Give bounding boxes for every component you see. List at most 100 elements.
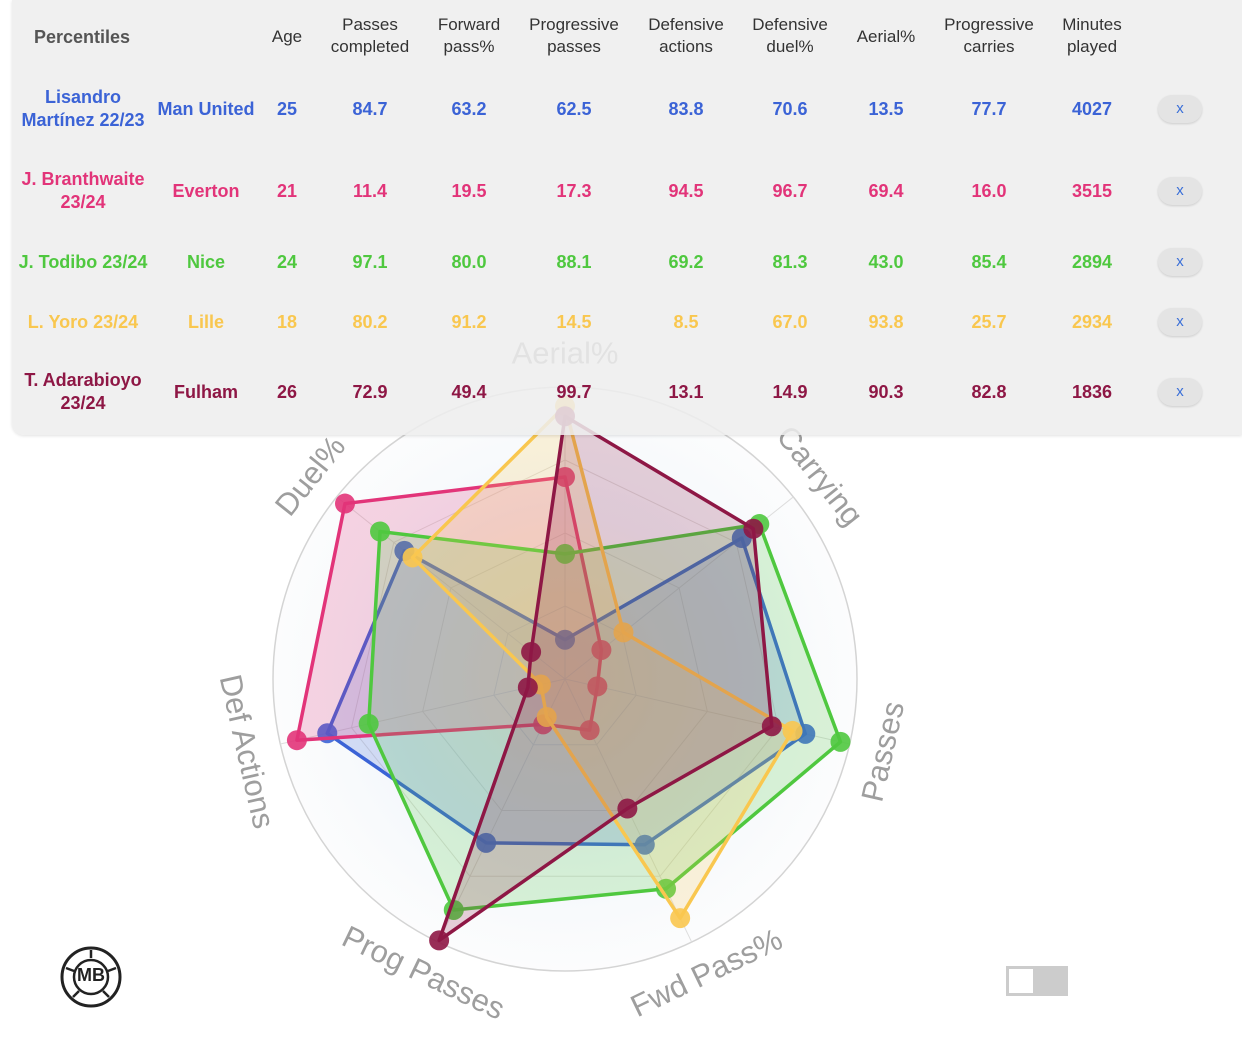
stat-value: 2894 <box>1071 251 1113 272</box>
remove-player-button[interactable]: x <box>1158 378 1202 406</box>
stat-value: 70.6 <box>772 98 808 119</box>
radar-data-point[interactable] <box>370 521 391 542</box>
column-header: Passes completed <box>330 15 410 56</box>
stat-value: 96.7 <box>772 180 808 201</box>
radar-data-point[interactable] <box>656 878 677 899</box>
radar-data-point[interactable] <box>830 731 851 752</box>
stat-value: 88.1 <box>556 251 592 272</box>
stat-value: 69.2 <box>668 251 704 272</box>
remove-player-button[interactable]: x <box>1158 95 1202 123</box>
radar-series <box>317 528 816 855</box>
team-name: Lille <box>187 311 224 332</box>
mb-logo: MB <box>60 946 122 1008</box>
remove-player-button[interactable]: x <box>1158 308 1202 336</box>
column-header: Forward pass% <box>437 15 501 56</box>
player-name: J. Branthwaite 23/24 <box>21 169 145 212</box>
stat-value: 62.5 <box>556 98 592 119</box>
logo-text: MB <box>77 965 105 985</box>
team-name: Man United <box>157 98 255 119</box>
radar-data-point[interactable] <box>334 493 355 514</box>
stat-value: 80.2 <box>352 311 388 332</box>
stat-value: 94.5 <box>668 180 704 201</box>
radar-data-point[interactable] <box>402 547 423 568</box>
radar-data-point[interactable] <box>743 518 764 539</box>
radar-data-point[interactable] <box>521 641 542 662</box>
team-name: Everton <box>172 180 240 201</box>
stat-value: 82.8 <box>971 381 1007 402</box>
player-name: J. Todibo 23/24 <box>18 251 148 272</box>
table-title: Percentiles <box>34 27 131 47</box>
column-header: Defensive duel% <box>752 15 828 56</box>
stat-value: 72.9 <box>352 381 388 402</box>
column-header: Aerial% <box>856 27 916 46</box>
radar-axis-label: Def Actions <box>213 671 282 832</box>
stats-table: Percentiles Age Passes completed Forward p… <box>12 0 1242 435</box>
stat-value: 21 <box>276 180 298 201</box>
stat-value: 99.7 <box>556 381 592 402</box>
radar-data-point[interactable] <box>761 716 782 737</box>
radar-series-layer <box>286 396 851 951</box>
stat-value: 91.2 <box>451 311 487 332</box>
stat-value: 19.5 <box>451 180 487 201</box>
stat-value: 26 <box>276 381 298 402</box>
view-toggle[interactable] <box>1006 966 1068 996</box>
radar-grid-ring <box>350 459 780 877</box>
column-header: Minutes played <box>1062 15 1122 56</box>
stat-value: 4027 <box>1071 98 1113 119</box>
radar-data-point[interactable] <box>591 639 612 660</box>
remove-player-button[interactable]: x <box>1158 248 1202 276</box>
column-header: Age <box>271 27 303 46</box>
radar-data-point[interactable] <box>670 908 691 929</box>
radar-data-point[interactable] <box>555 543 575 564</box>
player-name: T. Adarabioyo 23/24 <box>24 370 142 413</box>
toggle-knob <box>1009 969 1033 993</box>
column-header: Defensive actions <box>648 15 724 56</box>
stat-value: 16.0 <box>971 180 1007 201</box>
stat-value: 24 <box>276 251 298 272</box>
radar-data-point[interactable] <box>517 677 538 698</box>
stat-value: 11.4 <box>352 180 388 201</box>
stat-value: 85.4 <box>971 251 1007 272</box>
radar-axis-label: Passes <box>854 698 911 805</box>
stat-value: 25.7 <box>971 311 1007 332</box>
stat-value: 18 <box>276 311 298 332</box>
stat-value: 49.4 <box>451 381 487 402</box>
stat-value: 13.5 <box>868 98 904 119</box>
radar-data-point[interactable] <box>587 676 608 697</box>
radar-data-point[interactable] <box>555 467 575 488</box>
column-header: Progressive carries <box>944 15 1034 56</box>
stat-value: 14.9 <box>772 381 808 402</box>
column-header: Progressive passes <box>529 15 619 56</box>
team-name: Fulham <box>173 381 238 402</box>
radar-data-point[interactable] <box>476 832 497 853</box>
radar-data-point[interactable] <box>617 798 638 819</box>
radar-series-area <box>366 522 843 912</box>
radar-data-point[interactable] <box>536 707 557 728</box>
radar-data-point[interactable] <box>555 629 575 650</box>
remove-player-button[interactable]: x <box>1158 177 1202 205</box>
stat-value: 67.0 <box>772 311 808 332</box>
radar-data-point[interactable] <box>634 834 655 855</box>
stat-value: 63.2 <box>451 98 487 119</box>
stat-value: 13.1 <box>668 381 704 402</box>
radar-data-point[interactable] <box>579 720 600 741</box>
stat-value: 90.3 <box>868 381 904 402</box>
stat-value: 80.0 <box>451 251 487 272</box>
stat-value: 43.0 <box>868 251 904 272</box>
radar-data-point[interactable] <box>286 730 307 751</box>
stat-value: 84.7 <box>352 98 388 119</box>
team-name: Nice <box>186 251 226 272</box>
radar-data-point[interactable] <box>358 713 379 734</box>
radar-series-area <box>325 536 808 847</box>
radar-data-point[interactable] <box>613 622 634 643</box>
player-name: L. Yoro 23/24 <box>27 311 139 332</box>
stat-value: 14.5 <box>556 311 592 332</box>
stat-value: 8.5 <box>673 311 699 332</box>
stat-value: 81.3 <box>772 251 808 272</box>
radar-data-point[interactable] <box>429 930 450 951</box>
radar-data-point[interactable] <box>782 720 803 741</box>
radar-grid-ring <box>422 532 708 812</box>
stat-value: 2934 <box>1071 311 1113 332</box>
stat-value: 93.8 <box>868 311 904 332</box>
